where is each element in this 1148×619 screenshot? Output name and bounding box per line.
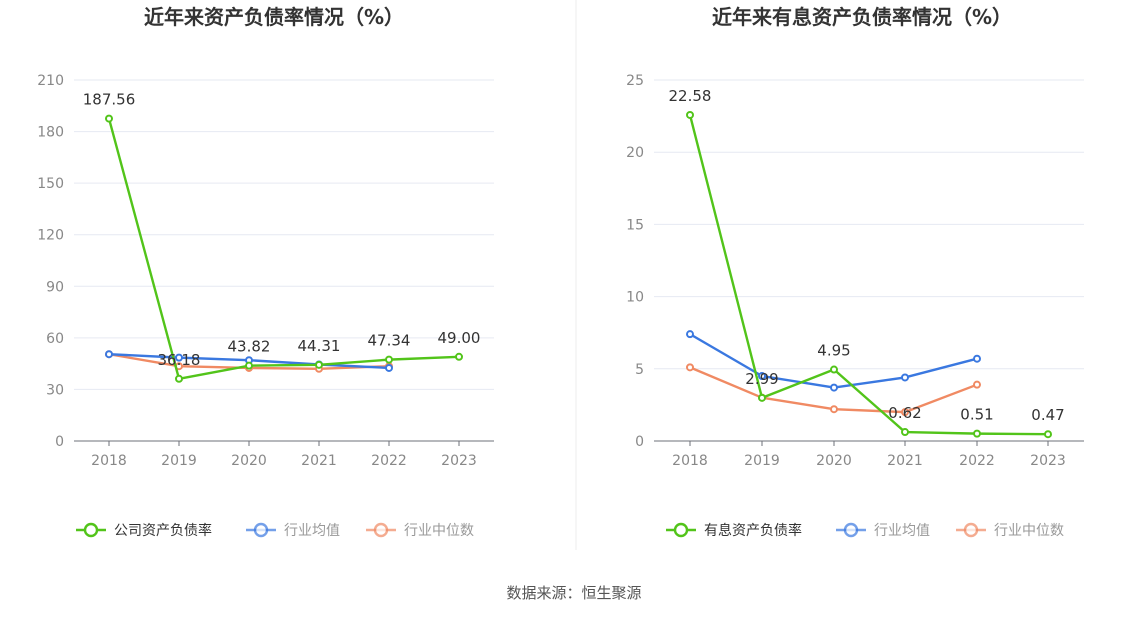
y-tick-label: 20 [626,145,644,161]
data-point-company [830,365,838,374]
data-point-avg [175,353,183,362]
data-source-label: 数据来源：恒生聚源 [506,584,641,602]
data-point-median [830,405,838,414]
legend-item-company[interactable]: 公司资产负债率 [76,522,212,539]
x-tick-label: 2020 [816,453,852,469]
legend-item-median[interactable]: 行业中位数 [366,522,474,539]
data-point-avg [686,330,694,339]
chart-title: 近年来资产负债率情况（%） [144,5,404,29]
data-point-company [385,355,393,364]
data-point-median [973,380,981,389]
y-tick-label: 15 [626,217,644,233]
data-label: 2.99 [745,370,778,388]
data-point-avg [973,354,981,363]
y-tick-label: 90 [46,279,64,295]
data-point-company [758,393,766,402]
legend-label: 行业均值 [874,523,930,539]
legend-label: 行业中位数 [404,523,474,539]
legend-marker-icon [373,522,389,538]
data-point-avg [758,372,766,381]
y-tick-label: 5 [635,362,644,378]
x-tick-label: 2021 [887,453,923,469]
data-point-company [315,360,323,369]
y-tick-label: 25 [626,73,644,89]
data-point-company [973,429,981,438]
legend-label: 行业中位数 [994,523,1064,539]
y-tick-label: 180 [37,125,64,141]
x-tick-label: 2018 [672,453,708,469]
series-line-company [107,118,460,381]
data-point-avg [385,363,393,372]
y-tick-label: 60 [46,331,64,347]
y-tick-label: 120 [37,228,64,244]
x-tick-label: 2021 [301,453,337,469]
legend-marker-icon [83,522,99,538]
data-point-company [686,110,694,119]
legend-label: 公司资产负债率 [114,522,212,539]
interest-debt-ratio-chart: 近年来有息资产负债率情况（%） 0 5 10 15 20 25 2018 2019 2020 20… [626,5,1084,539]
legend-item-avg[interactable]: 行业均值 [246,522,340,539]
data-point-company [1044,430,1052,439]
x-tick-label: 2020 [231,453,267,469]
data-point-company [245,361,253,370]
data-label: 43.82 [228,338,271,356]
x-tick-label: 2019 [744,453,780,469]
series-line-company [688,114,1049,436]
legend-marker-icon [253,522,269,538]
legend-label: 行业均值 [284,523,340,539]
legend-marker-icon [673,522,689,538]
debt-ratio-chart: 近年来资产负债率情况（%） 0 30 60 90 120 150 180 210 2018 201… [37,5,494,539]
legend-item-company[interactable]: 有息资产负债率 [666,522,802,539]
legend-marker-icon [843,522,859,538]
data-label: 47.34 [368,332,411,350]
y-tick-label: 0 [55,434,64,450]
y-tick-label: 210 [37,73,64,89]
y-tick-label: 10 [626,290,644,306]
data-label: 187.56 [83,91,136,109]
data-point-median [686,363,694,372]
x-tick-label: 2018 [91,453,127,469]
data-label: 0.62 [888,404,921,422]
data-label: 36.18 [158,351,201,369]
legend-label: 有息资产负债率 [704,522,802,539]
data-point-company [175,374,183,383]
y-tick-label: 0 [635,434,644,450]
data-label: 0.47 [1031,406,1064,424]
y-tick-label: 30 [46,382,64,398]
legend-item-median[interactable]: 行业中位数 [956,522,1064,539]
legend-marker-icon [963,522,979,538]
data-label: 44.31 [298,337,341,355]
x-tick-label: 2022 [959,453,995,469]
x-tick-label: 2019 [161,453,197,469]
data-point-company [455,352,463,361]
data-label: 22.58 [669,87,712,105]
data-label: 49.00 [438,329,481,347]
legend-item-avg[interactable]: 行业均值 [836,522,930,539]
data-point-avg [105,350,113,359]
chart-title: 近年来有息资产负债率情况（%） [712,5,1012,29]
data-point-median [901,408,909,417]
data-point-company [105,114,113,123]
data-label: 0.51 [960,406,993,424]
x-tick-label: 2023 [441,453,477,469]
y-tick-label: 150 [37,176,64,192]
x-tick-label: 2023 [1030,453,1066,469]
x-tick-label: 2022 [371,453,407,469]
data-point-company [901,428,909,437]
data-label: 4.95 [817,342,850,360]
data-point-avg [830,383,838,392]
data-point-avg [901,373,909,382]
